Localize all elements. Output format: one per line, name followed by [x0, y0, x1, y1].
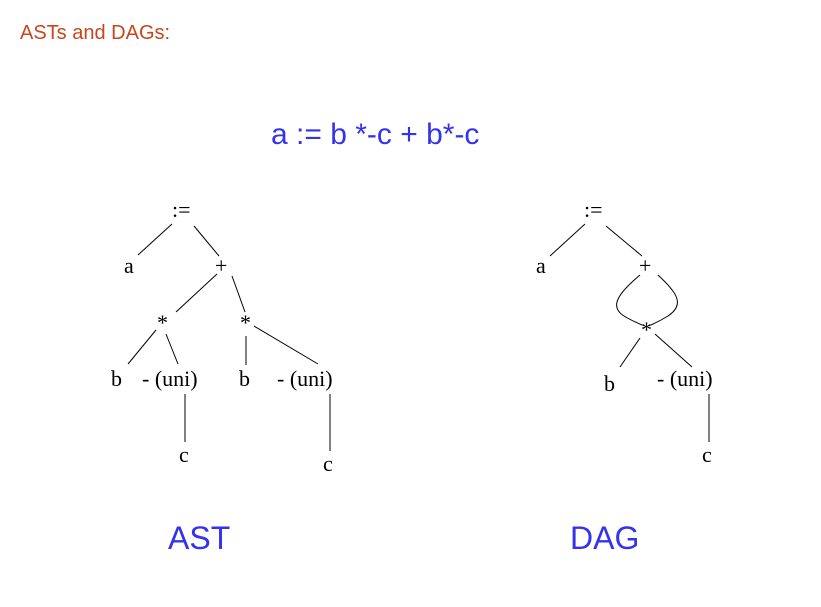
ast-edge-plus-mul2 — [231, 275, 246, 313]
expression: a := b *-c + b*-c — [271, 118, 480, 151]
ast-node-neg1: - (uni) — [142, 366, 198, 391]
dag-edge-assign-plus — [605, 225, 643, 257]
dag-edges — [549, 223, 710, 442]
ast-node-b2: b — [239, 366, 250, 391]
ast-node-a: a — [124, 253, 134, 278]
ast-edge-plus-mul1 — [175, 273, 218, 313]
ast-node-mul2: * — [240, 310, 251, 335]
dag-node-mul: * — [641, 317, 652, 342]
dag-node-plus: + — [639, 253, 651, 278]
ast-node-plus: + — [215, 253, 227, 278]
dag-caption: DAG — [570, 520, 640, 556]
dag-node-assign: := — [584, 197, 603, 222]
ast-node-mul1: * — [157, 310, 168, 335]
ast-node-assign: := — [172, 197, 191, 222]
ast-node-c2: c — [323, 451, 333, 476]
dag-edge-mul-neg — [654, 333, 693, 368]
dag-edge-plus-mul-right — [650, 274, 678, 326]
dag-edge-plus-mul-left — [616, 274, 643, 326]
ast-nodes: := a + * * b - (uni) b - (uni) c c — [111, 197, 333, 476]
ast-edges — [127, 223, 331, 451]
dag-edge-assign-a — [549, 223, 586, 257]
ast-node-b1: b — [111, 366, 122, 391]
dag-nodes: := a + * b - (uni) c — [536, 197, 713, 467]
ast-node-neg2: - (uni) — [277, 366, 333, 391]
ast-node-c1: c — [179, 442, 189, 467]
ast-edge-mul2-neg — [253, 325, 319, 365]
ast-edge-assign-a — [137, 223, 173, 256]
dag-edge-mul-b — [619, 337, 641, 368]
dag-node-neg: - (uni) — [657, 366, 713, 391]
ast-edge-assign-plus — [193, 225, 220, 257]
ast-caption: AST — [168, 520, 231, 556]
dag-node-c: c — [702, 442, 712, 467]
slide-title: ASTs and DAGs: — [20, 22, 171, 44]
ast-edge-mul1-b — [127, 329, 157, 365]
dag-node-a: a — [536, 253, 546, 278]
ast-edge-mul1-neg — [165, 333, 179, 365]
dag-node-b: b — [604, 371, 615, 396]
